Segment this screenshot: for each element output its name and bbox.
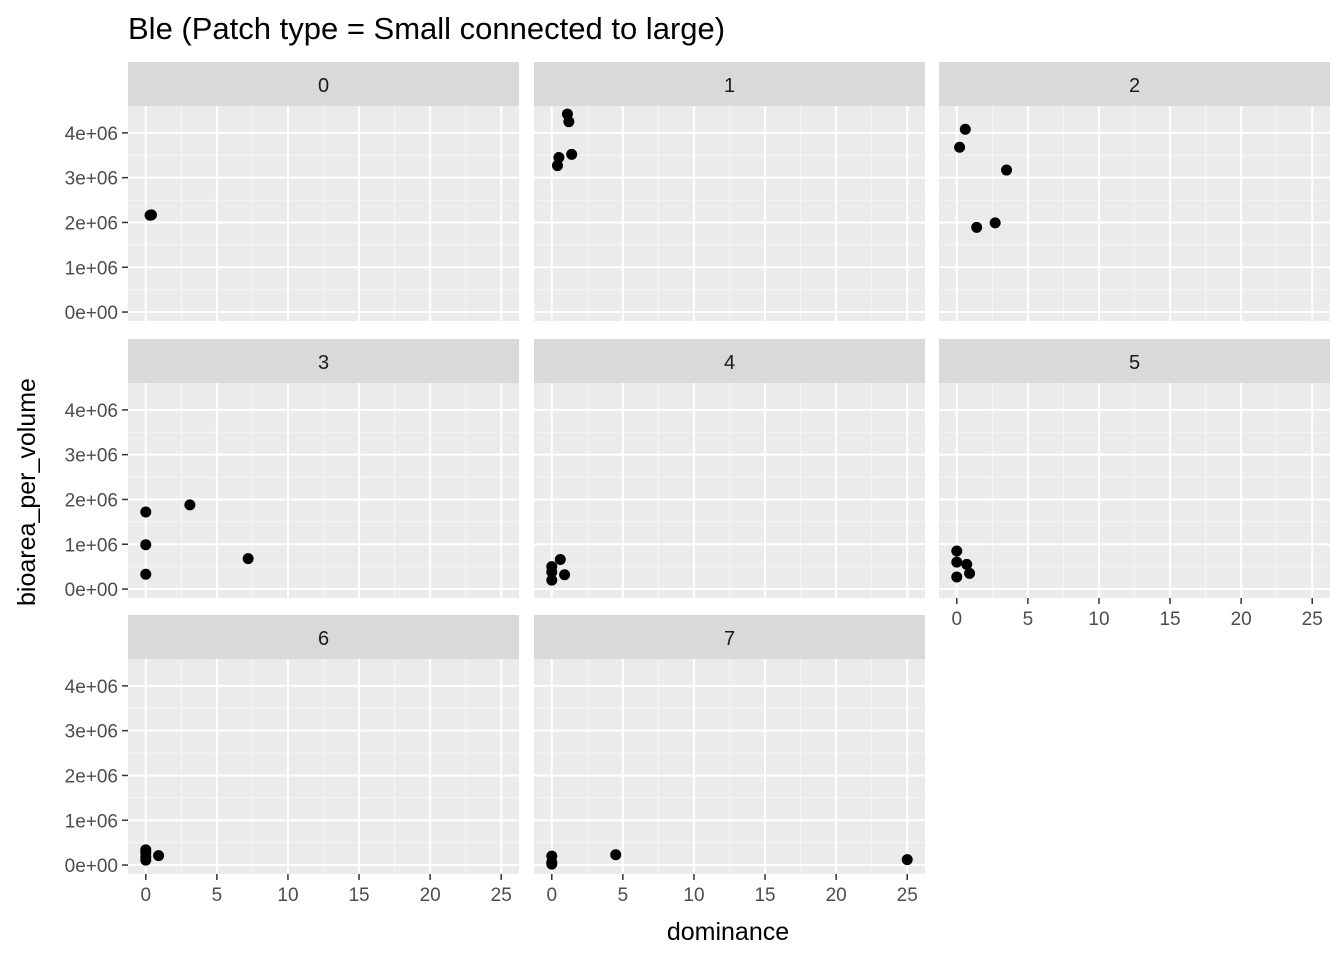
x-tick-label: 0	[140, 885, 151, 906]
x-tick-label: 20	[420, 885, 441, 906]
y-tick-label: 0e+00	[65, 580, 118, 601]
facet-strip-label: 3	[318, 352, 329, 374]
facet-2: 2	[939, 62, 1330, 321]
x-tick-label: 15	[1159, 609, 1180, 630]
x-tick-label: 5	[1023, 609, 1034, 630]
facet-strip	[128, 615, 519, 659]
facet-5: 5 0 5 10 15 20 25	[939, 339, 1330, 630]
facet-6: 6 0e+00 1e+06 2e+06 3e+06 4e+06 0 5 10 15 20 25	[65, 615, 519, 906]
y-tick-label: 1e+06	[65, 258, 118, 279]
data-point	[546, 566, 558, 578]
data-point	[610, 849, 622, 861]
x-tick-label: 10	[277, 885, 298, 906]
facet-4: 4	[534, 339, 925, 598]
data-point	[954, 141, 966, 153]
y-tick-label: 4e+06	[65, 677, 118, 698]
facet-strip	[534, 615, 925, 659]
data-point	[901, 854, 913, 866]
y-tick-label: 2e+06	[65, 766, 118, 787]
data-point	[551, 160, 563, 172]
x-tick-label: 0	[951, 609, 962, 630]
data-point	[554, 553, 566, 565]
data-point	[153, 850, 165, 862]
x-tick-label: 5	[212, 885, 223, 906]
chart-title: Ble (Patch type = Small connected to lar…	[128, 11, 725, 46]
y-tick-label: 0e+00	[65, 856, 118, 877]
y-tick-label: 1e+06	[65, 535, 118, 556]
y-axis-label: bioarea_per_volume	[13, 378, 41, 606]
x-tick-label: 20	[826, 885, 847, 906]
y-tick-label: 2e+06	[65, 490, 118, 511]
data-point	[546, 574, 558, 586]
facet-1: 1	[534, 62, 925, 321]
data-point	[140, 506, 152, 518]
facet-strip	[128, 62, 519, 106]
facet-0: 0 0e+00 1e+06 2e+06 3e+06 4e+06	[65, 62, 519, 324]
facet-strip	[939, 62, 1330, 106]
data-point	[959, 123, 971, 135]
data-point	[563, 116, 575, 128]
x-tick-label: 25	[897, 885, 918, 906]
data-point	[964, 567, 976, 579]
data-point	[989, 217, 1001, 229]
x-tick-label: 10	[1088, 609, 1109, 630]
y-tick-label: 2e+06	[65, 213, 118, 234]
facet-strip-label: 5	[1129, 352, 1140, 374]
facet-strip-label: 2	[1129, 75, 1140, 97]
x-tick-label: 25	[491, 885, 512, 906]
x-tick-label: 10	[683, 885, 704, 906]
data-point	[184, 499, 196, 511]
y-tick-label: 3e+06	[65, 722, 118, 743]
facet-strip	[939, 339, 1330, 383]
facet-strip-label: 6	[318, 628, 329, 650]
facet-3: 3 0e+00 1e+06 2e+06 3e+06 4e+06	[65, 339, 519, 601]
facet-panels: 0 0e+00 1e+06 2e+06 3e+06 4e+06 1 2 3 0e+00 1e+06 2…	[65, 62, 1330, 906]
facet-strip-label: 0	[318, 75, 329, 97]
data-point	[145, 209, 157, 221]
data-point	[951, 556, 963, 568]
y-tick-label: 1e+06	[65, 811, 118, 832]
y-tick-label: 4e+06	[65, 124, 118, 145]
facet-7: 7 0 5 10 15 20 25	[534, 615, 925, 906]
y-tick-label: 0e+00	[65, 303, 118, 324]
facet-strip	[534, 62, 925, 106]
x-tick-label: 15	[754, 885, 775, 906]
x-tick-label: 5	[618, 885, 629, 906]
facet-strip-label: 4	[724, 352, 735, 374]
y-tick-label: 4e+06	[65, 401, 118, 422]
y-tick-label: 3e+06	[65, 446, 118, 467]
x-tick-label: 0	[546, 885, 557, 906]
data-point	[951, 545, 963, 557]
x-axis-label: dominance	[667, 918, 789, 946]
y-tick-label: 3e+06	[65, 169, 118, 190]
facet-strip	[534, 339, 925, 383]
data-point	[546, 858, 558, 870]
data-point	[951, 571, 963, 583]
data-point	[140, 568, 152, 580]
data-point	[559, 569, 571, 581]
data-point	[961, 558, 973, 570]
data-point	[971, 221, 983, 233]
data-point	[140, 539, 152, 551]
data-point	[566, 148, 578, 160]
data-point	[140, 854, 152, 866]
data-point	[1001, 164, 1013, 176]
x-tick-label: 25	[1302, 609, 1323, 630]
x-tick-label: 20	[1231, 609, 1252, 630]
facet-strip-label: 7	[724, 628, 735, 650]
facet-strip-label: 1	[724, 75, 735, 97]
facet-strip	[128, 339, 519, 383]
data-point	[242, 553, 254, 565]
x-tick-label: 15	[348, 885, 369, 906]
